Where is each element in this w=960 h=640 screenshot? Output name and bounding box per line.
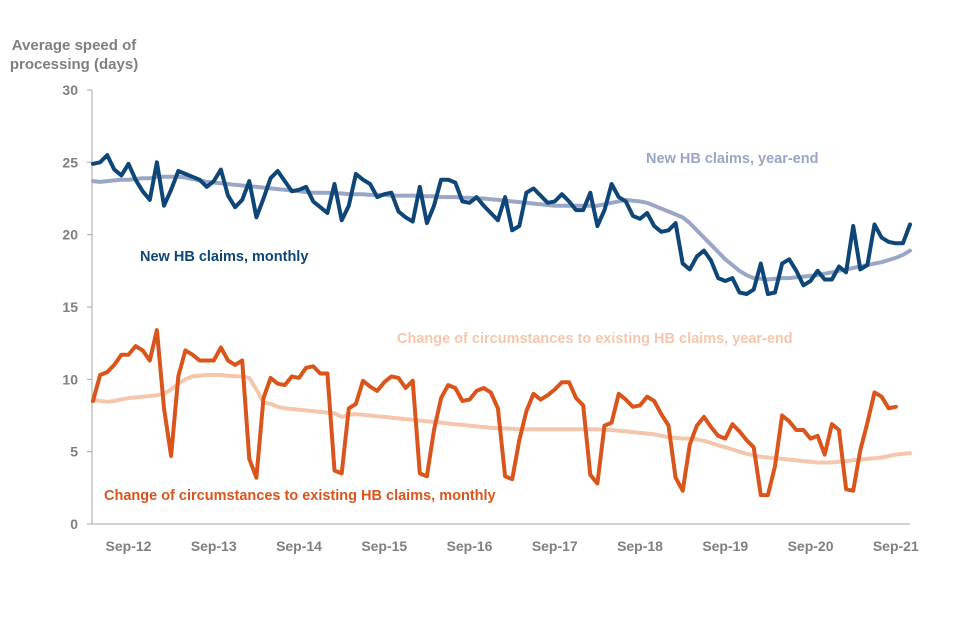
- series-label-2: Change of circumstances to existing HB c…: [104, 488, 496, 504]
- x-tick-label: Sep-17: [532, 538, 578, 554]
- x-tick-label: Sep-20: [788, 538, 834, 554]
- y-axis-title-line-1: Average speed of: [12, 37, 137, 54]
- x-tick-label: Sep-16: [447, 538, 493, 554]
- series-line-1: [91, 174, 912, 282]
- y-tick-label: 10: [62, 371, 78, 387]
- y-tick-label: 30: [62, 82, 78, 98]
- y-tick-label: 20: [62, 227, 78, 243]
- y-axis-ticks: 0 5 10 15 20 25 30: [62, 82, 92, 532]
- x-tick-label: Sep-21: [873, 538, 919, 554]
- series-line-2: [91, 328, 898, 498]
- series-lines: [91, 153, 912, 498]
- y-axis-title: Average speed of processing (days): [10, 37, 138, 73]
- x-tick-label: Sep-19: [702, 538, 748, 554]
- y-tick-label: 0: [70, 516, 78, 532]
- series-labels: New HB claims, monthly New HB claims, yea…: [104, 151, 818, 504]
- y-axis-title-line-2: processing (days): [10, 56, 138, 73]
- x-tick-label: Sep-18: [617, 538, 663, 554]
- series-label-0: New HB claims, monthly: [140, 249, 308, 265]
- x-tick-label: Sep-14: [276, 538, 322, 554]
- x-axis-ticks: Sep-12 Sep-13 Sep-14 Sep-15 Sep-16 Sep-17 Sep-…: [106, 538, 919, 554]
- y-tick-label: 5: [70, 444, 78, 460]
- series-line-0: [91, 153, 912, 296]
- y-tick-label: 25: [62, 154, 78, 170]
- x-tick-label: Sep-15: [361, 538, 407, 554]
- series-label-1: New HB claims, year-end: [646, 151, 818, 167]
- series-label-3: Change of circumstances to existing HB c…: [397, 331, 793, 347]
- x-tick-label: Sep-13: [191, 538, 237, 554]
- x-tick-label: Sep-12: [106, 538, 152, 554]
- y-tick-label: 15: [62, 299, 78, 315]
